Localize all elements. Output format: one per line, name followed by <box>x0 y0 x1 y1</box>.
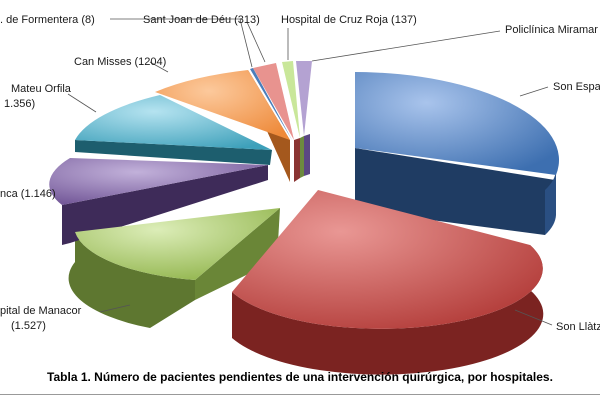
leader-sant-joan <box>246 21 266 63</box>
slice-son-llatzer <box>232 190 543 329</box>
label-inca: nca (1.146) <box>0 188 56 200</box>
leader-son-espases <box>519 86 549 97</box>
table-caption: Tabla 1. Número de pacientes pendientes … <box>47 370 553 384</box>
bottom-divider <box>0 394 600 395</box>
label-cruz-roja: Hospital de Cruz Roja (137) <box>281 14 417 26</box>
leader-manacor <box>99 304 131 313</box>
label-son-llatzer: Son Llàtze <box>556 321 600 333</box>
slice-mateu-orfila <box>75 95 272 150</box>
slice-wall-son-espases-outer <box>545 170 556 235</box>
label-mateu-line2: 1.356) <box>4 98 35 110</box>
slice-can-misses <box>155 70 290 140</box>
slice-wall-sant-joan <box>294 138 300 182</box>
label-miramar: Policlínica Miramar ( <box>505 24 600 36</box>
slice-wall-son-llatzer <box>232 245 544 375</box>
leader-miramar <box>311 30 501 62</box>
slice-cruz-roja <box>282 61 300 138</box>
label-manacor-line2: (1.527) <box>11 320 46 332</box>
label-son-espases: Son Espas <box>553 81 600 93</box>
slice-wall-inca <box>62 165 268 245</box>
leader-mateu-orfila <box>67 93 97 113</box>
slice-inca <box>49 158 268 205</box>
slice-wall-manacor <box>68 232 195 328</box>
slice-wall-cruz-roja <box>300 136 304 178</box>
label-can-misses: Can Misses (1204) <box>74 56 166 68</box>
leader-son-llatzer <box>514 309 553 326</box>
leader-can-misses <box>149 61 169 73</box>
label-formentera: . de Formentera (8) <box>0 14 95 26</box>
slice-wall-mateu-orfila <box>75 140 272 165</box>
slice-miramar <box>296 61 312 136</box>
slice-sant-joan <box>253 63 294 140</box>
label-sant-joan: Sant Joan de Déu (313) <box>143 14 260 26</box>
slice-son-espases <box>355 72 560 175</box>
leader-formentera <box>110 18 253 68</box>
slice-wall-miramar <box>304 134 310 176</box>
slice-formentera <box>250 68 292 140</box>
label-manacor-line1: pital de Manacor <box>0 305 82 317</box>
slice-manacor <box>75 208 280 280</box>
label-mateu-line1: Mateu Orfila <box>11 83 72 95</box>
slice-wall-manacor-radial <box>195 208 280 300</box>
